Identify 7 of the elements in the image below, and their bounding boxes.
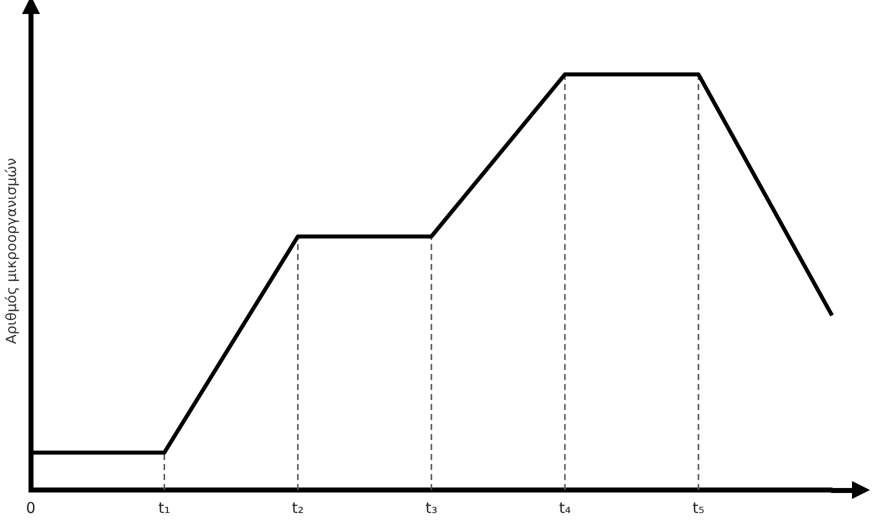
x-tick-label: t₅ <box>692 498 704 517</box>
x-tick-label: t₄ <box>558 498 571 517</box>
x-tick-label: 0 <box>26 498 36 517</box>
y-axis-title: Αριθμός μικροοργανισμών <box>4 158 20 344</box>
x-tick-label: t₃ <box>425 498 438 517</box>
x-tick-label: t₁ <box>158 498 170 517</box>
x-tick-label: t₂ <box>292 498 304 517</box>
